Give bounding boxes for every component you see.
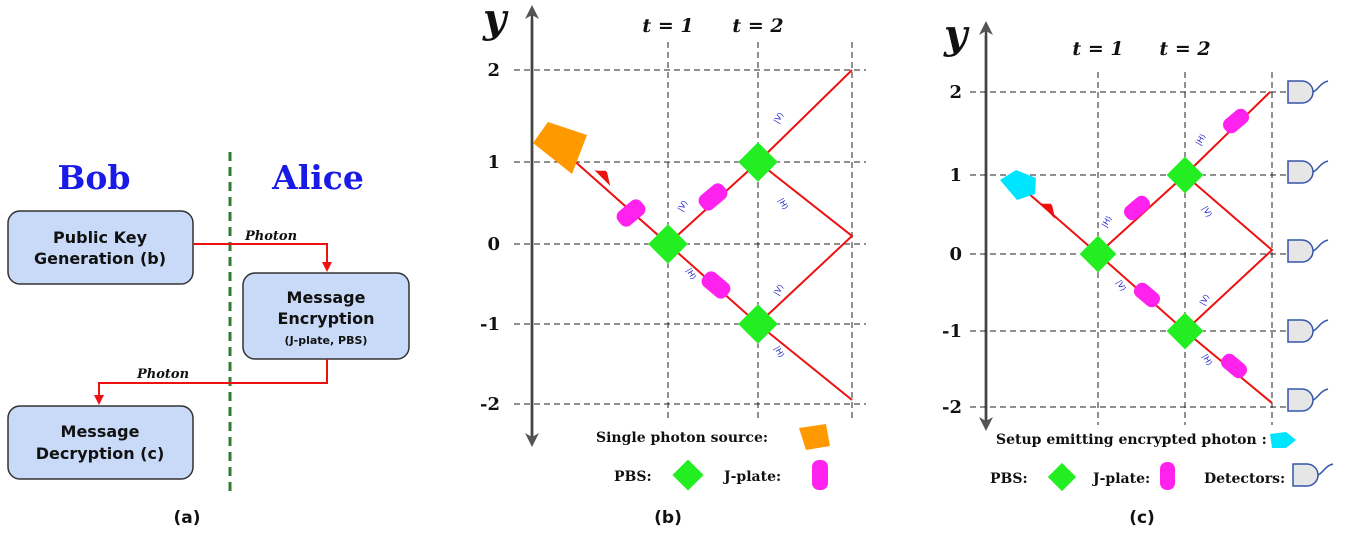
legend-detectors-c: Detectors: — [1204, 471, 1285, 487]
public-key-line1: Public Key — [53, 228, 148, 247]
legend-jplate-icon-c — [1160, 462, 1175, 490]
y-tick-b-1: 1 — [487, 152, 500, 173]
y-axis-label-b: y — [482, 0, 509, 42]
public-key-box: Public Key Generation (b) — [7, 210, 194, 285]
photon-arrow-1 — [193, 243, 332, 272]
pbs-b-3 — [738, 304, 778, 344]
state-b-6: |H⟩ — [772, 345, 786, 360]
pbs-c-1 — [1079, 235, 1117, 273]
bob-label: Bob — [58, 158, 131, 197]
decryption-line2: Decryption (c) — [36, 444, 165, 463]
y-tick-b-m1: -1 — [480, 314, 500, 335]
detector-c-5 — [1287, 388, 1329, 412]
jplate-b-1 — [616, 199, 646, 227]
y-tick-b-m2: -2 — [480, 394, 500, 415]
message-encryption-box: Message Encryption (J-plate, PBS) — [242, 272, 410, 360]
legend-pbs-icon-b — [672, 459, 704, 491]
legend-source-b: Single photon source: — [596, 430, 768, 446]
legend-jplate-b: J-plate: — [722, 469, 781, 485]
t2-label-c: t = 2 — [1159, 38, 1210, 60]
jplate-c-1 — [1123, 195, 1151, 221]
t2-label-b: t = 2 — [732, 15, 783, 37]
pbs-b-1 — [648, 224, 688, 264]
message-decryption-box: Message Decryption (c) — [7, 405, 194, 480]
legend-pbs-c: PBS: — [990, 471, 1028, 487]
state-c-2: |V⟩ — [1114, 279, 1127, 293]
legend-setup-c: Setup emitting encrypted photon : — [996, 432, 1267, 448]
state-c-5: |V⟩ — [1198, 293, 1211, 307]
pbs-c-2 — [1166, 156, 1204, 194]
caption-c: (c) — [1129, 508, 1155, 528]
detector-c-2 — [1287, 160, 1329, 184]
encryption-line2: Encryption — [277, 309, 374, 328]
pbs-b-2 — [738, 142, 778, 182]
t1-label-c: t = 1 — [1072, 38, 1123, 60]
y-tick-b-0: 0 — [487, 234, 500, 255]
legend-setup-icon-c — [1270, 432, 1296, 448]
legend-jplate-c: J-plate: — [1091, 471, 1150, 487]
t1-label-b: t = 1 — [642, 15, 693, 37]
photon-direction-arrow-c — [1039, 203, 1056, 219]
panel-a: Bob Alice Public Key Generation (b) Mess… — [7, 152, 410, 528]
caption-a: (a) — [173, 508, 200, 528]
detector-c-3 — [1287, 239, 1329, 263]
photon-arrow-2 — [94, 359, 328, 405]
photon-label-2: Photon — [136, 367, 189, 382]
legend-jplate-icon-b — [812, 460, 828, 490]
jplate-c-4 — [1220, 353, 1248, 379]
legend-pbs-b: PBS: — [614, 469, 652, 485]
panel-c: y t = 1 t = 2 2 1 0 -1 -2 |H⟩ — [942, 11, 1334, 528]
photon-label-1: Photon — [244, 229, 297, 244]
state-c-6: |H⟩ — [1200, 353, 1214, 368]
legend-pbs-icon-c — [1047, 462, 1077, 492]
jplate-c-3 — [1133, 282, 1161, 308]
state-b-1: |V⟩ — [676, 199, 689, 213]
legend-detector-icon-c — [1292, 463, 1334, 487]
photon-direction-arrow-b — [594, 170, 611, 186]
encryption-line1: Message — [287, 288, 366, 307]
caption-b: (b) — [654, 508, 682, 528]
y-tick-c-m1: -1 — [942, 321, 962, 342]
legend-source-icon-b — [799, 424, 830, 450]
jplate-b-2 — [698, 183, 728, 211]
y-tick-c-0: 0 — [949, 244, 962, 265]
y-tick-c-m2: -2 — [942, 397, 962, 418]
state-b-5: |V⟩ — [772, 283, 785, 297]
y-tick-c-2: 2 — [949, 82, 962, 103]
y-tick-b-2: 2 — [487, 60, 500, 81]
panel-b: y t = 1 t = 2 2 1 0 -1 -2 |V⟩ | — [480, 0, 866, 528]
alice-label: Alice — [271, 158, 364, 197]
state-b-2: |V⟩ — [772, 111, 785, 125]
encrypted-photon-source-c — [1000, 170, 1036, 200]
single-photon-source-b — [533, 122, 587, 174]
encryption-line3: (J-plate, PBS) — [285, 334, 368, 347]
decryption-line1: Message — [61, 422, 140, 441]
y-tick-c-1: 1 — [949, 165, 962, 186]
y-axis-label-c: y — [943, 11, 970, 58]
state-b-3: |H⟩ — [776, 197, 790, 212]
public-key-line2: Generation (b) — [34, 249, 166, 268]
detector-c-4 — [1287, 319, 1329, 343]
beam-path-b — [561, 69, 853, 246]
state-c-4: |V⟩ — [1200, 205, 1213, 219]
detector-c-1 — [1287, 80, 1329, 104]
jplate-c-2 — [1222, 108, 1250, 134]
pbs-c-3 — [1166, 312, 1204, 350]
state-c-1: |H⟩ — [1100, 214, 1114, 229]
state-c-3: |H⟩ — [1194, 132, 1208, 147]
jplate-b-3 — [701, 271, 731, 299]
